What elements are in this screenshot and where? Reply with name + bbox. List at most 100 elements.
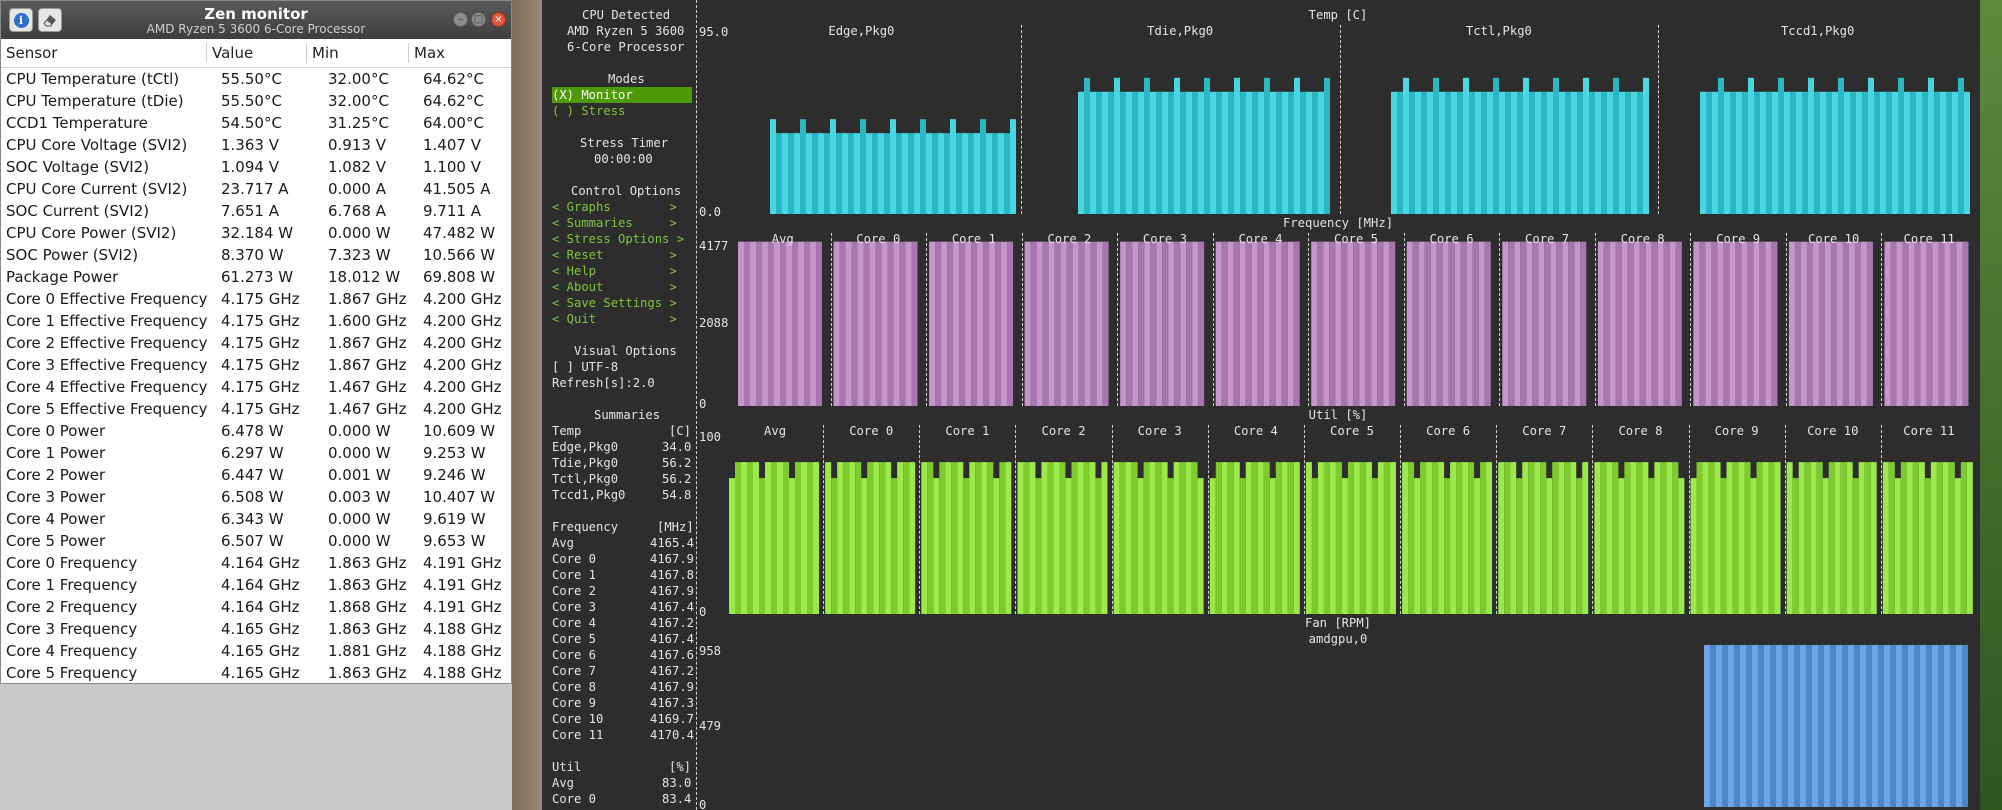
util-bar — [1822, 478, 1829, 614]
freq-graph-title: Frequency [MHz] — [1282, 216, 1394, 230]
freq-bar — [1603, 241, 1610, 406]
close-button[interactable]: × — [491, 12, 506, 27]
freq-bar — [1562, 241, 1569, 406]
clear-button[interactable] — [38, 8, 62, 32]
temp-bar — [1832, 91, 1838, 214]
control-option-item[interactable]: < Stress Options > — [552, 232, 685, 246]
column-header-value[interactable]: Value — [212, 44, 254, 62]
util-bar — [1245, 462, 1252, 614]
freq-bar — [1054, 241, 1061, 406]
freq-bar — [1311, 241, 1318, 406]
util-bar — [1191, 462, 1198, 614]
freq-bar — [851, 241, 858, 406]
control-option-item[interactable]: < Save Settings > — [552, 296, 677, 310]
sensor-row[interactable]: Core 5 Frequency 4.165 GHz 1.863 GHz 4.188 … — [1, 662, 511, 683]
sensor-row[interactable]: Core 3 Effective Frequency 4.175 GHz 1.867… — [1, 354, 511, 376]
temp-ymax-label: 95.0 — [699, 25, 729, 39]
temp-bar — [1156, 91, 1162, 214]
info-button[interactable]: i — [9, 8, 33, 32]
sensor-row[interactable]: Core 5 Power 6.507 W 0.000 W 9.653 W — [1, 530, 511, 552]
sensor-row[interactable]: Core 3 Power 6.508 W 0.003 W 10.407 W — [1, 486, 511, 508]
temp-bar — [1264, 77, 1270, 214]
sensor-row[interactable]: Core 2 Power 6.447 W 0.001 W 9.246 W — [1, 464, 511, 486]
freq-bar — [1914, 241, 1921, 406]
sensor-row[interactable]: CPU Temperature (tCtl) 55.50°C 32.00°C 64.6… — [1, 68, 511, 90]
cpu-name-line1: AMD Ryzen 5 3600 — [567, 24, 685, 38]
freq-bar — [1007, 241, 1014, 406]
sensor-row[interactable]: Package Power 61.273 W 18.012 W 69.808 W — [1, 266, 511, 288]
sensor-max: 9.711 A — [423, 202, 481, 220]
freq-bar — [810, 241, 816, 406]
sensor-row[interactable]: CCD1 Temperature 54.50°C 31.25°C 64.00°C — [1, 112, 511, 134]
sensor-row[interactable]: SOC Current (SVI2) 7.651 A 6.768 A 9.711 A — [1, 200, 511, 222]
temp-bar — [1874, 91, 1880, 214]
sensor-row[interactable]: Core 0 Effective Frequency 4.175 GHz 1.867… — [1, 288, 511, 310]
temp-bar — [818, 133, 824, 214]
maximize-button[interactable]: □ — [471, 12, 486, 27]
control-option-item[interactable]: < Quit > — [552, 312, 677, 326]
control-option-item[interactable]: < About > — [552, 280, 677, 294]
sensor-max: 4.200 GHz — [423, 356, 502, 374]
column-header-min[interactable]: Min — [312, 44, 339, 62]
util-bar — [1894, 478, 1901, 614]
sensor-row[interactable]: Core 2 Frequency 4.164 GHz 1.868 GHz 4.191 … — [1, 596, 511, 618]
sensor-row[interactable]: SOC Power (SVI2) 8.370 W 7.323 W 10.566 W — [1, 244, 511, 266]
freq-panel-label: Core 3 — [1142, 232, 1187, 246]
sensor-name: Core 1 Power — [6, 444, 106, 462]
column-header-sensor[interactable]: Sensor — [6, 44, 58, 62]
control-option-item[interactable]: < Graphs > — [552, 200, 677, 214]
freq-bar — [1574, 241, 1581, 406]
sensor-min: 1.863 GHz — [328, 664, 407, 682]
freq-bar — [1759, 241, 1766, 406]
mode-monitor-radio[interactable]: (X) Monitor — [552, 87, 692, 103]
control-option-item[interactable]: < Help > — [552, 264, 677, 278]
util-bar — [1426, 462, 1433, 614]
summary-freq-row-label: Core 11 — [552, 728, 604, 742]
sensor-row[interactable]: CPU Temperature (tDie) 55.50°C 32.00°C 64.6… — [1, 90, 511, 112]
sensor-row[interactable]: Core 0 Power 6.478 W 0.000 W 10.609 W — [1, 420, 511, 442]
temp-bar — [824, 133, 830, 214]
column-header-max[interactable]: Max — [414, 44, 446, 62]
util-bar — [1642, 462, 1649, 614]
freq-bar — [1168, 241, 1175, 406]
sensor-row[interactable]: Core 5 Effective Frequency 4.175 GHz 1.467… — [1, 398, 511, 420]
info-icon: i — [13, 12, 29, 28]
temp-bar — [1643, 77, 1649, 214]
sensor-row[interactable]: CPU Core Voltage (SVI2) 1.363 V 0.913 V 1.4… — [1, 134, 511, 156]
sensor-min: 1.600 GHz — [328, 312, 407, 330]
sensor-row[interactable]: Core 4 Frequency 4.165 GHz 1.881 GHz 4.188 … — [1, 640, 511, 662]
sensor-row[interactable]: SOC Voltage (SVI2) 1.094 V 1.082 V 1.100 V — [1, 156, 511, 178]
sensor-name: CPU Core Current (SVI2) — [6, 180, 188, 198]
sensor-max: 1.407 V — [423, 136, 481, 154]
sensor-row[interactable]: Core 1 Frequency 4.164 GHz 1.863 GHz 4.191 … — [1, 574, 511, 596]
sensor-row[interactable]: Core 1 Power 6.297 W 0.000 W 9.253 W — [1, 442, 511, 464]
util-panel-label: Core 11 — [1903, 424, 1955, 438]
control-option-item[interactable]: < Summaries > — [552, 216, 677, 230]
sensor-row[interactable]: Core 2 Effective Frequency 4.175 GHz 1.867… — [1, 332, 511, 354]
freq-bar — [1836, 241, 1843, 406]
mode-stress-radio[interactable]: ( ) Stress — [552, 104, 626, 118]
sensor-row[interactable]: CPU Core Power (SVI2) 32.184 W 0.000 W 47.4… — [1, 222, 511, 244]
freq-bar — [1484, 241, 1491, 406]
desktop-background — [512, 0, 542, 810]
sensor-row[interactable]: Core 1 Effective Frequency 4.175 GHz 1.600… — [1, 310, 511, 332]
sensor-row[interactable]: Core 0 Frequency 4.164 GHz 1.863 GHz 4.191 … — [1, 552, 511, 574]
sensor-value: 4.165 GHz — [221, 642, 300, 660]
sensor-row[interactable]: Core 4 Effective Frequency 4.175 GHz 1.467… — [1, 376, 511, 398]
sensor-row[interactable]: Core 3 Frequency 4.165 GHz 1.863 GHz 4.188 … — [1, 618, 511, 640]
util-bar — [1347, 462, 1354, 614]
sensor-row[interactable]: CPU Core Current (SVI2) 23.717 A 0.000 A 41… — [1, 178, 511, 200]
refresh-rate-field[interactable]: Refresh[s]:2.0 — [552, 376, 655, 390]
freq-bar — [1365, 241, 1372, 406]
utf8-checkbox[interactable]: [ ] UTF-8 — [552, 360, 619, 374]
sensor-row[interactable]: Core 4 Power 6.343 W 0.000 W 9.619 W — [1, 508, 511, 530]
temp-bar — [1306, 91, 1312, 214]
temp-bar — [1748, 77, 1754, 214]
minimize-button[interactable]: – — [453, 12, 468, 27]
control-option-item[interactable]: < Reset > — [552, 248, 677, 262]
freq-bar — [1962, 241, 1969, 406]
freq-bar — [1084, 241, 1091, 406]
summary-temp-row-value: 56.2 — [662, 472, 692, 486]
freq-bar — [1251, 241, 1258, 406]
util-bar — [843, 462, 850, 614]
